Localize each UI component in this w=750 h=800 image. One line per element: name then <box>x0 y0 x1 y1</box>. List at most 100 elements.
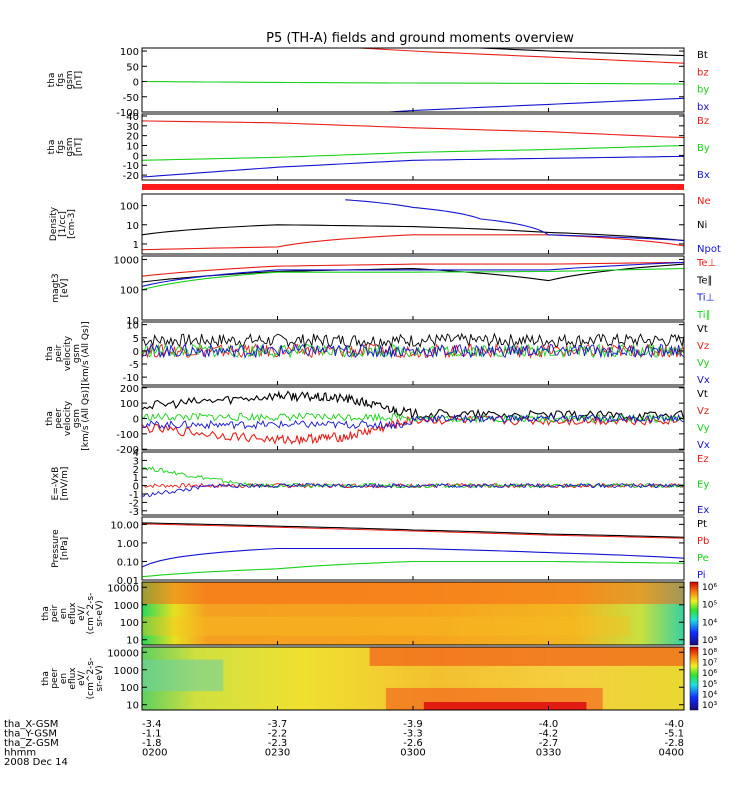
legend-Bt: Bt <box>697 50 708 61</box>
y-tick-label: -100 <box>116 430 139 441</box>
y-axis-label-line: en <box>59 608 69 619</box>
y-tick-label: 100 <box>120 47 139 58</box>
panel-ion_spec: 10⁶ 10⁵ 10⁴ 10³ 10000 1000 100 10 tha peir en eflux… <box>41 581 717 647</box>
y-axis-label-line: velocity <box>63 335 73 371</box>
panel-peer: 200 100 0 -100 -200 tha peer velocity gsm [km/s (… <box>45 384 710 456</box>
panel-peer-traces <box>142 390 684 446</box>
y-axis-label-line: [nT] <box>74 71 84 89</box>
y-axis-label-line: tha <box>45 346 55 361</box>
panel-frame <box>141 113 685 181</box>
panel-frame <box>141 193 685 255</box>
panel-pressure: 10.00 1.00 0.10 0.01 Pressure [nPa] Pt Pb Pe Pi <box>51 516 709 587</box>
panel-temp-traces <box>142 261 684 291</box>
y-tick-label: 10000 <box>107 583 139 594</box>
trace-pressure-Pb <box>142 523 684 539</box>
colorbar-tick-label: 10⁸ <box>702 648 717 658</box>
y-axis-label-line: [eV] <box>60 279 70 298</box>
y-axis-label-line: E=-VxB <box>51 467 61 501</box>
legend-Bz: Bz <box>697 116 709 127</box>
colorbar-tick-label: 10⁴ <box>702 690 717 700</box>
xaxis-value: -2.2 <box>268 729 288 740</box>
trace-peir-Vz <box>142 342 684 359</box>
trace-peer-Vx <box>142 413 684 430</box>
y-axis-label-line: tha <box>47 140 57 155</box>
legend-Vt: Vt <box>697 389 708 400</box>
colorbar-tick-label: 10⁶ <box>702 669 717 679</box>
xaxis-value: -3.7 <box>268 719 288 730</box>
y-tick-label: -10 <box>123 373 139 384</box>
y-tick-label: 100 <box>120 618 139 629</box>
xaxis-value: 0300 <box>400 748 425 759</box>
trace-density-Npot <box>345 199 684 242</box>
legend-Npot: Npot <box>697 244 721 255</box>
y-axis-label-line: Density <box>49 206 59 241</box>
legend-Vy: Vy <box>697 358 710 369</box>
xaxis-value: -4.0 <box>539 719 559 730</box>
y-tick-label: 50 <box>126 62 139 73</box>
y-tick-label: 5 <box>133 334 139 345</box>
trace-peir-Vt <box>142 332 684 349</box>
trace-peer-Vt <box>142 390 684 422</box>
xaxis-value: -2.6 <box>403 738 423 749</box>
y-axis-label-line: fgs <box>56 73 66 87</box>
trace-temp-Te⊥ <box>142 261 684 277</box>
y-axis-label-line: tha <box>47 73 57 88</box>
time-axis-labels: tha_X-GSM -3.4 -3.7 -3.9 -4.0 -4.0 tha_Y-GSM -1… <box>4 719 684 768</box>
y-axis-label-line: peer <box>50 668 60 689</box>
y-tick-label: 0 <box>133 78 139 89</box>
y-axis-label-line: [km/s (All Qs)] <box>81 321 91 385</box>
legend-Pt: Pt <box>697 519 707 530</box>
y-tick-label: 10000 <box>107 648 139 659</box>
trace-fgs2-Bz <box>142 120 684 139</box>
date-label: 2008 Dec 14 <box>4 757 68 768</box>
trace-temp-Ti⊥ <box>142 261 684 287</box>
y-axis-label-line: peer <box>54 408 64 429</box>
y-tick-label: 3 <box>133 456 139 467</box>
y-tick-label: 1000 <box>114 255 139 266</box>
legend-Bx: Bx <box>697 170 710 181</box>
legend-Vy: Vy <box>697 423 710 434</box>
y-tick-label: 1 <box>133 473 139 484</box>
y-tick-label: 10 <box>126 221 139 232</box>
panel-ele_spec-traces <box>142 647 684 710</box>
legend-Ex: Ex <box>697 505 709 516</box>
trace-fgs2-By <box>142 144 684 161</box>
panel-ion_spec-traces <box>142 582 684 645</box>
trace-density-Ni <box>142 224 684 242</box>
y-axis-label-line: gsm <box>65 70 75 89</box>
xaxis-value: -2.8 <box>664 738 684 749</box>
y-tick-label: -5 <box>129 360 139 371</box>
y-axis-label-line: [cm-3] <box>67 209 77 239</box>
y-axis-label-line: sr-eV) <box>95 600 105 626</box>
panel-peir: 10 5 0 -5 -10 tha peir velocity gsm [km/s (All Qs… <box>45 321 710 386</box>
legend-by: by <box>697 85 709 96</box>
xaxis-value: -1.8 <box>142 738 162 749</box>
y-tick-label: -50 <box>123 93 139 104</box>
y-tick-label: -10 <box>123 161 139 172</box>
y-tick-label: -2 <box>129 498 139 509</box>
trace-pressure-Pi <box>142 547 684 568</box>
y-axis-label-line: gsm <box>72 409 82 428</box>
y-axis-label-line: peir <box>50 604 60 622</box>
legend-Vz: Vz <box>697 406 709 417</box>
trace-fgs2-Bx <box>142 155 684 178</box>
xaxis-row-label: tha_Y-GSM <box>4 729 57 740</box>
y-tick-label: -100 <box>116 108 139 119</box>
trace-fgs1-by <box>142 80 684 85</box>
trace-fgs1-Bt <box>468 48 684 57</box>
legend-bx: bx <box>697 102 709 113</box>
y-tick-label: 0.01 <box>117 576 139 587</box>
y-tick-label: 0 <box>133 415 139 426</box>
y-tick-label: 0 <box>133 151 139 162</box>
y-tick-label: -200 <box>116 445 139 456</box>
y-tick-label: 10 <box>126 636 139 647</box>
colorbar-tick-label: 10³ <box>702 636 717 646</box>
legend-Vx: Vx <box>697 375 710 386</box>
y-tick-label: 1.00 <box>117 539 139 550</box>
y-tick-label: 10.00 <box>110 520 139 531</box>
legend-Ti⊥: Ti⊥ <box>696 293 714 304</box>
trace-peir-Vx <box>142 342 684 359</box>
xaxis-value: -3.4 <box>142 719 162 730</box>
xaxis-value: 0200 <box>142 748 167 759</box>
